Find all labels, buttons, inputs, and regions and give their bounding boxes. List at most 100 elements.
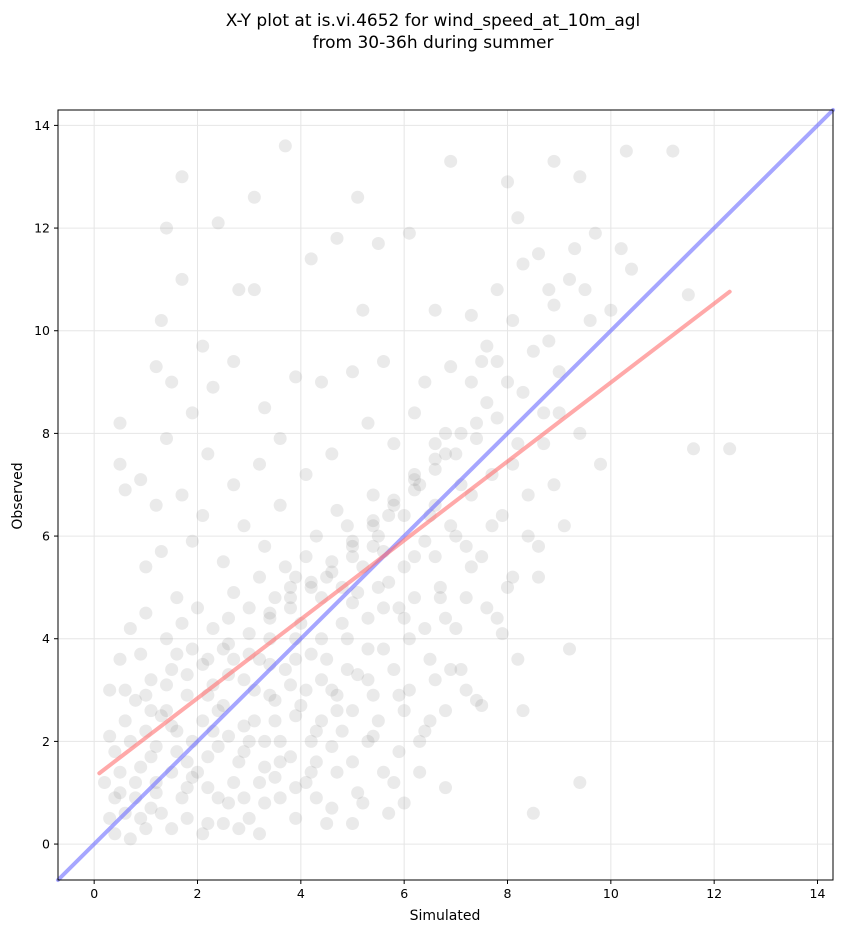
data-point: [216, 642, 230, 656]
data-point: [185, 406, 199, 420]
data-point: [547, 478, 561, 492]
data-point: [118, 483, 132, 497]
data-point: [402, 632, 416, 646]
data-point: [516, 704, 530, 718]
data-point: [144, 801, 158, 815]
data-point: [495, 627, 509, 641]
data-point: [113, 457, 127, 471]
data-point: [454, 663, 468, 677]
data-point: [351, 586, 365, 600]
data-point: [604, 303, 618, 317]
x-tick-label: 10: [603, 886, 619, 901]
data-point: [315, 632, 328, 646]
data-point: [392, 745, 406, 759]
data-point: [351, 668, 365, 682]
data-point: [511, 652, 525, 666]
data-point: [511, 211, 525, 225]
data-point: [625, 262, 638, 276]
y-axis-label: Observed: [10, 462, 26, 529]
data-point: [273, 755, 287, 769]
data-point: [253, 570, 266, 584]
data-point: [206, 621, 220, 635]
data-point: [408, 406, 421, 420]
data-point: [325, 565, 339, 579]
data-point: [366, 514, 380, 528]
data-point: [501, 580, 514, 594]
y-tick-label: 8: [42, 426, 50, 441]
data-point: [185, 642, 199, 656]
data-point: [439, 704, 452, 718]
x-tick-label: 2: [194, 886, 202, 901]
y-tick-label: 12: [34, 221, 50, 236]
data-points: [98, 139, 737, 846]
data-point: [134, 760, 148, 774]
data-point: [480, 601, 494, 615]
data-point: [588, 226, 602, 240]
data-point: [490, 355, 504, 369]
data-point: [397, 704, 411, 718]
data-point: [165, 663, 179, 677]
data-point: [439, 781, 452, 795]
data-point: [495, 509, 509, 523]
data-point: [258, 734, 272, 748]
data-point: [485, 519, 499, 533]
data-point: [366, 688, 380, 702]
data-point: [501, 175, 514, 189]
data-point: [340, 632, 354, 646]
data-point: [506, 570, 520, 584]
data-point: [449, 447, 463, 461]
data-point: [449, 621, 463, 635]
data-point: [108, 745, 122, 759]
data-point: [165, 375, 179, 389]
data-point: [346, 539, 359, 553]
data-point: [723, 442, 737, 456]
data-point: [222, 729, 235, 743]
data-point: [309, 724, 323, 738]
data-point: [516, 385, 530, 399]
regression-line: [97, 289, 732, 776]
data-point: [578, 283, 592, 297]
data-point: [180, 668, 194, 682]
data-point: [211, 704, 225, 718]
data-point: [454, 426, 468, 440]
data-point: [196, 657, 210, 671]
data-point: [444, 360, 458, 374]
data-point: [397, 796, 411, 810]
x-tick-label: 0: [90, 886, 98, 901]
data-point: [542, 283, 556, 297]
data-point: [330, 231, 344, 245]
data-point: [237, 791, 251, 805]
data-point: [268, 714, 282, 728]
identity-line: [56, 108, 835, 882]
data-point: [253, 652, 266, 666]
data-point: [123, 832, 137, 846]
data-point: [232, 755, 246, 769]
data-point: [428, 550, 442, 564]
data-point: [346, 596, 359, 610]
data-point: [444, 663, 458, 677]
data-point: [439, 447, 452, 461]
data-point: [377, 765, 390, 779]
data-point: [506, 313, 520, 327]
data-point: [149, 360, 163, 374]
x-axis-label: Simulated: [410, 908, 481, 924]
data-point: [170, 745, 184, 759]
data-point: [289, 709, 303, 723]
y-tick-label: 2: [42, 734, 50, 749]
data-point: [129, 775, 142, 789]
data-point: [211, 791, 225, 805]
data-point: [134, 647, 148, 661]
data-point: [315, 673, 328, 687]
data-point: [227, 355, 241, 369]
data-point: [196, 827, 210, 841]
data-point: [154, 544, 168, 558]
data-point: [361, 734, 375, 748]
data-point: [149, 498, 163, 512]
data-point: [501, 375, 514, 389]
data-point: [170, 724, 184, 738]
data-point: [201, 781, 215, 795]
data-point: [144, 750, 158, 764]
data-point: [201, 447, 215, 461]
data-point: [263, 606, 277, 620]
data-point: [103, 811, 117, 825]
